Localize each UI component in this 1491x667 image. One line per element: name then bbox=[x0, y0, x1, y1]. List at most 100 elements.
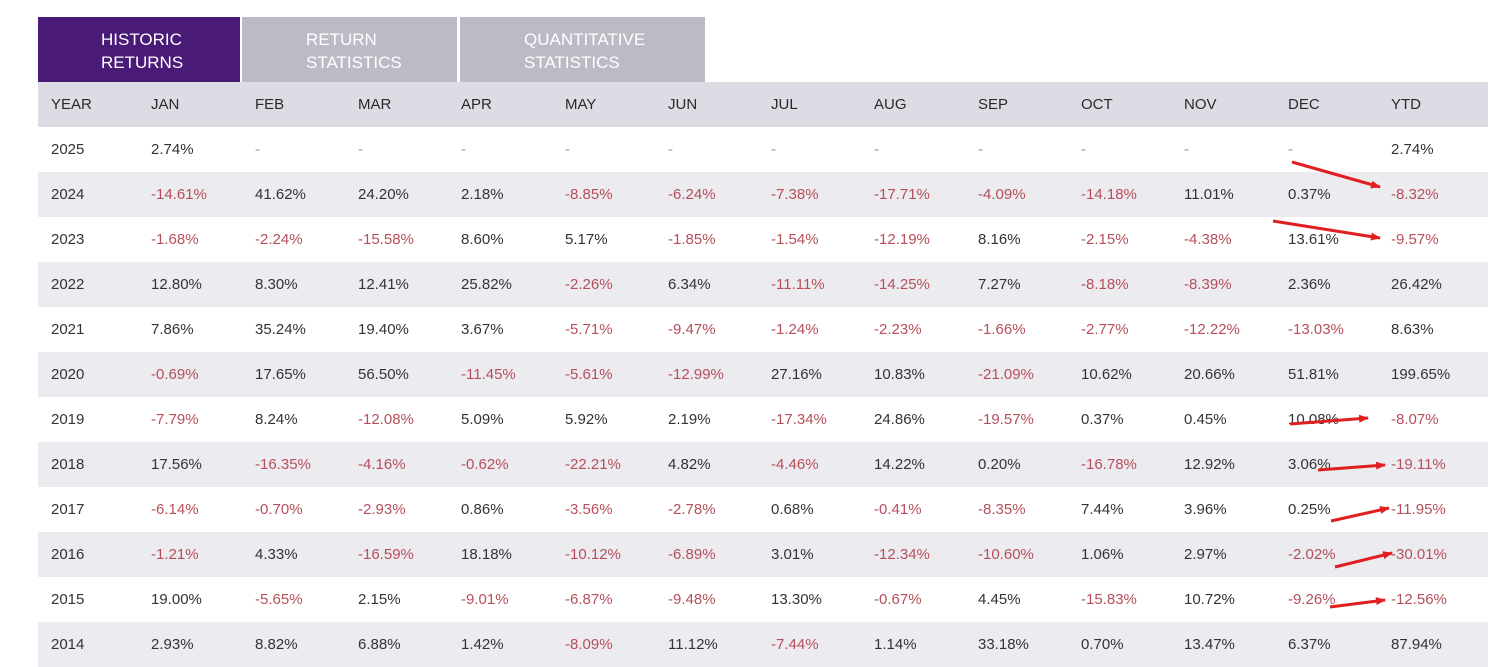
table-body: 2025 2.74% - - - - - - - - - - - 2.74% 2024 -14.61% 41.6… bbox=[38, 127, 1488, 667]
tab-quantitative-statistics[interactable]: QUANTITATIVE STATISTICS bbox=[460, 17, 705, 82]
return-cell-apr: -11.45% bbox=[461, 366, 516, 383]
return-cell-dec: 10.08% bbox=[1288, 411, 1339, 428]
return-cell-mar: -15.58% bbox=[358, 231, 414, 248]
return-cell-nov: -8.39% bbox=[1184, 276, 1232, 293]
return-cell-aug: -12.19% bbox=[874, 231, 930, 248]
table-row: 2016 -1.21% 4.33% -16.59% 18.18% -10.12% -6.89… bbox=[38, 532, 1488, 577]
return-cell-jul: 13.30% bbox=[771, 591, 822, 608]
return-cell-jan: 19.00% bbox=[151, 591, 202, 608]
year-cell: 2025 bbox=[51, 141, 85, 158]
return-cell-oct: 1.06% bbox=[1081, 546, 1124, 563]
column-header-aug: AUG bbox=[874, 96, 907, 113]
return-cell-oct: -2.77% bbox=[1081, 321, 1129, 338]
column-header-oct: OCT bbox=[1081, 96, 1113, 113]
return-cell-dec: 51.81% bbox=[1288, 366, 1339, 383]
return-cell-jan: 7.86% bbox=[151, 321, 194, 338]
return-cell-ytd: 26.42% bbox=[1391, 276, 1442, 293]
year-cell: 2014 bbox=[51, 636, 85, 653]
return-cell-nov: 13.47% bbox=[1184, 636, 1235, 653]
return-cell-jul: -1.54% bbox=[771, 231, 819, 248]
return-cell-oct: -14.18% bbox=[1081, 186, 1137, 203]
return-cell-aug: -14.25% bbox=[874, 276, 930, 293]
return-cell-nov: - bbox=[1184, 141, 1189, 158]
tab-historic-returns[interactable]: HISTORIC RETURNS bbox=[38, 17, 240, 82]
return-cell-oct: 10.62% bbox=[1081, 366, 1132, 383]
return-cell-feb: -16.35% bbox=[255, 456, 311, 473]
return-cell-oct: -8.18% bbox=[1081, 276, 1129, 293]
return-cell-jan: -0.69% bbox=[151, 366, 199, 383]
return-cell-nov: 0.45% bbox=[1184, 411, 1227, 428]
table-header: YEAR JAN FEB MAR APR MAY JUN JUL AUG SEP OCT NOV DEC… bbox=[38, 82, 1488, 127]
return-cell-feb: -2.24% bbox=[255, 231, 303, 248]
return-cell-oct: -16.78% bbox=[1081, 456, 1137, 473]
table-row: 2019 -7.79% 8.24% -12.08% 5.09% 5.92% 2.19% -17… bbox=[38, 397, 1488, 442]
return-cell-jul: 27.16% bbox=[771, 366, 822, 383]
table-row: 2017 -6.14% -0.70% -2.93% 0.86% -3.56% -2.78% 0… bbox=[38, 487, 1488, 532]
return-cell-oct: -2.15% bbox=[1081, 231, 1129, 248]
return-cell-feb: 17.65% bbox=[255, 366, 306, 383]
return-cell-dec: 3.06% bbox=[1288, 456, 1331, 473]
column-header-jan: JAN bbox=[151, 96, 180, 113]
return-cell-ytd: -30.01% bbox=[1391, 546, 1447, 563]
return-cell-mar: 12.41% bbox=[358, 276, 409, 293]
tab-label-line: HISTORIC bbox=[101, 30, 182, 49]
return-cell-nov: -4.38% bbox=[1184, 231, 1232, 248]
return-cell-may: -3.56% bbox=[565, 501, 613, 518]
return-cell-apr: 5.09% bbox=[461, 411, 504, 428]
return-cell-jul: -11.11% bbox=[771, 276, 825, 293]
return-cell-nov: 10.72% bbox=[1184, 591, 1235, 608]
return-cell-dec: 6.37% bbox=[1288, 636, 1331, 653]
return-cell-aug: -2.23% bbox=[874, 321, 922, 338]
return-cell-feb: - bbox=[255, 141, 260, 158]
return-cell-may: -22.21% bbox=[565, 456, 621, 473]
return-cell-jul: 0.68% bbox=[771, 501, 814, 518]
column-header-nov: NOV bbox=[1184, 96, 1217, 113]
return-cell-sep: -19.57% bbox=[978, 411, 1034, 428]
return-cell-feb: -5.65% bbox=[255, 591, 303, 608]
tab-return-statistics[interactable]: RETURN STATISTICS bbox=[242, 17, 457, 82]
return-cell-aug: 10.83% bbox=[874, 366, 925, 383]
return-cell-nov: -12.22% bbox=[1184, 321, 1240, 338]
returns-tab-bar: HISTORIC RETURNS RETURN STATISTICS QUANT… bbox=[38, 17, 705, 82]
return-cell-aug: -17.71% bbox=[874, 186, 930, 203]
return-cell-jan: -14.61% bbox=[151, 186, 207, 203]
return-cell-jun: -2.78% bbox=[668, 501, 716, 518]
year-cell: 2023 bbox=[51, 231, 85, 248]
return-cell-aug: 1.14% bbox=[874, 636, 917, 653]
return-cell-jun: -9.48% bbox=[668, 591, 716, 608]
return-cell-dec: -9.26% bbox=[1288, 591, 1336, 608]
return-cell-may: -8.09% bbox=[565, 636, 613, 653]
return-cell-ytd: 87.94% bbox=[1391, 636, 1442, 653]
return-cell-apr: 0.86% bbox=[461, 501, 504, 518]
return-cell-jan: 17.56% bbox=[151, 456, 202, 473]
return-cell-ytd: 8.63% bbox=[1391, 321, 1434, 338]
return-cell-apr: -0.62% bbox=[461, 456, 509, 473]
return-cell-may: 5.17% bbox=[565, 231, 608, 248]
return-cell-feb: 8.24% bbox=[255, 411, 298, 428]
return-cell-jun: - bbox=[668, 141, 673, 158]
year-cell: 2020 bbox=[51, 366, 85, 383]
return-cell-aug: -0.41% bbox=[874, 501, 922, 518]
return-cell-ytd: -9.57% bbox=[1391, 231, 1439, 248]
return-cell-may: -10.12% bbox=[565, 546, 621, 563]
return-cell-oct: -15.83% bbox=[1081, 591, 1137, 608]
return-cell-oct: 7.44% bbox=[1081, 501, 1124, 518]
return-cell-jun: 4.82% bbox=[668, 456, 711, 473]
return-cell-feb: -0.70% bbox=[255, 501, 303, 518]
year-cell: 2024 bbox=[51, 186, 85, 203]
return-cell-sep: - bbox=[978, 141, 983, 158]
column-header-mar: MAR bbox=[358, 96, 392, 113]
return-cell-jun: 2.19% bbox=[668, 411, 711, 428]
return-cell-jul: 3.01% bbox=[771, 546, 814, 563]
column-header-apr: APR bbox=[461, 96, 492, 113]
table-row: 2015 19.00% -5.65% 2.15% -9.01% -6.87% -9.48% 1… bbox=[38, 577, 1488, 622]
historic-returns-table: YEAR JAN FEB MAR APR MAY JUN JUL AUG SEP OCT NOV DEC… bbox=[38, 82, 1488, 667]
return-cell-mar: 2.15% bbox=[358, 591, 401, 608]
return-cell-mar: 24.20% bbox=[358, 186, 409, 203]
year-cell: 2019 bbox=[51, 411, 85, 428]
return-cell-jun: -6.24% bbox=[668, 186, 716, 203]
return-cell-mar: -12.08% bbox=[358, 411, 414, 428]
column-header-jun: JUN bbox=[668, 96, 698, 113]
return-cell-dec: - bbox=[1288, 141, 1293, 158]
return-cell-jun: -12.99% bbox=[668, 366, 724, 383]
